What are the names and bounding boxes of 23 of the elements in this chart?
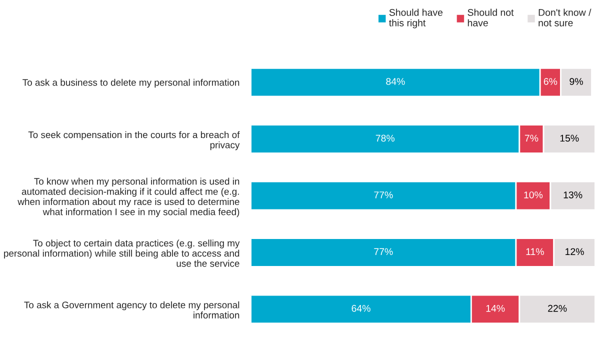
y-tick-label: To ask a Government agency to delete my personal information <box>24 301 240 318</box>
data-label: 9% <box>570 78 583 85</box>
data-label: 14% <box>486 304 505 312</box>
data-label: 64% <box>352 304 370 312</box>
legend-label: Should not have <box>468 8 514 26</box>
data-label: 7% <box>524 134 538 142</box>
legend-label: Should have this right <box>389 8 443 28</box>
data-label: 12% <box>566 248 584 256</box>
data-label: 84% <box>386 78 405 85</box>
data-label: 13% <box>564 191 582 198</box>
y-tick-label: To seek compensation in the courts for a breach of privacy <box>28 131 240 150</box>
data-label: 77% <box>374 248 393 256</box>
data-label: 10% <box>524 191 543 198</box>
data-label: 6% <box>544 78 558 85</box>
data-label: 77% <box>374 192 393 198</box>
y-tick-label: To know when my personal information is used in automated decision-making if it could affect me (e.g. when information about my race is used to determine what information I see in my social media feed) <box>18 178 240 218</box>
data-label: 15% <box>560 134 579 142</box>
data-label: 11% <box>526 248 544 256</box>
y-tick-label: To ask a business to delete my personal information <box>22 78 240 88</box>
data-label: 22% <box>548 304 567 312</box>
y-tick-label: To object to certain data practices (e.g. selling my personal information) while still being able to access and use the service <box>4 240 240 267</box>
legend-label: Don't know / not sure <box>538 8 592 26</box>
data-label: 78% <box>376 134 394 142</box>
